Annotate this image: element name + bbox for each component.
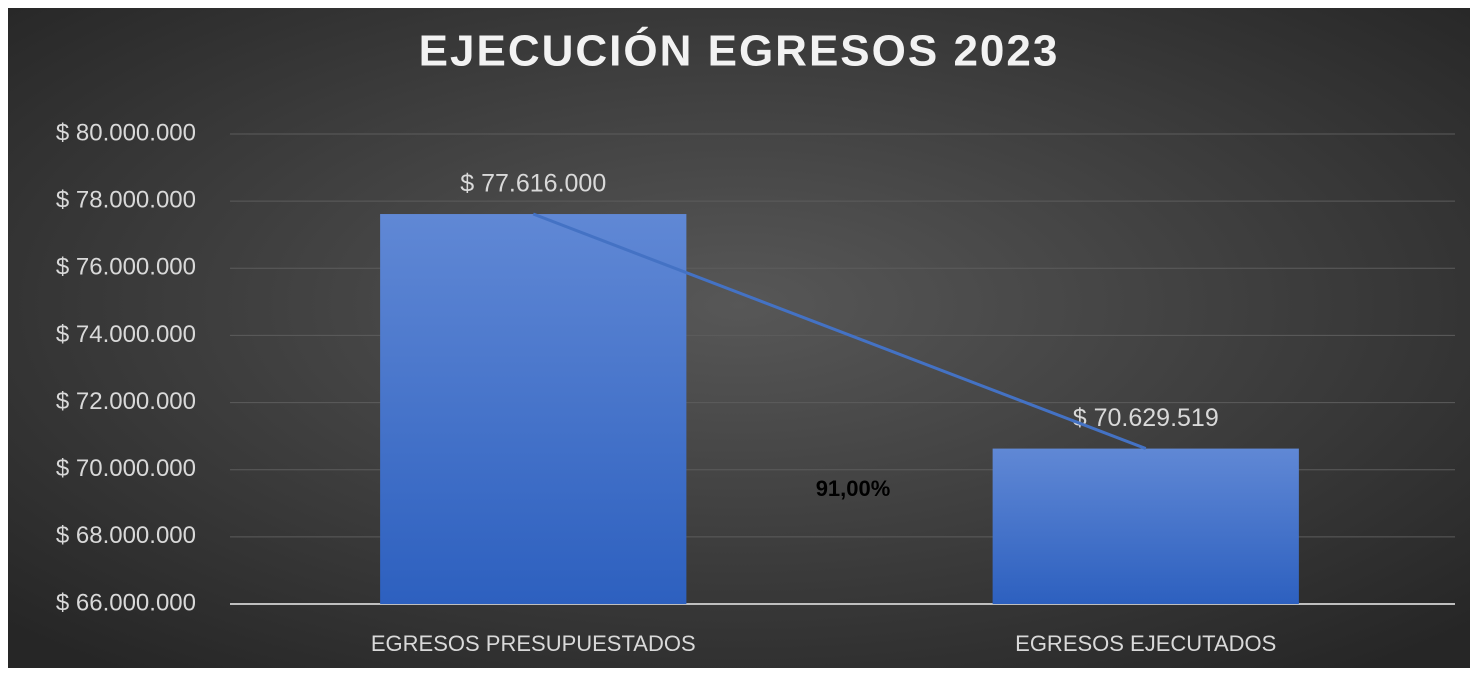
- chart-title: EJECUCIÓN EGRESOS 2023: [419, 26, 1060, 76]
- trend-line: [532, 212, 1147, 450]
- bar: [992, 448, 1299, 604]
- y-tick-label: $ 68.000.000: [56, 522, 196, 549]
- bar: [380, 214, 687, 604]
- value-label: $ 70.629.519: [1073, 404, 1219, 432]
- y-tick-label: $ 76.000.000: [56, 254, 196, 281]
- y-tick-label: $ 80.000.000: [56, 119, 196, 146]
- value-label: $ 77.616.000: [460, 170, 606, 198]
- annotation: 91,00%: [816, 476, 891, 501]
- y-tick-label: $ 78.000.000: [56, 186, 196, 213]
- x-tick-label: EGRESOS EJECUTADOS: [1015, 631, 1276, 656]
- y-tick-label: $ 74.000.000: [56, 321, 196, 348]
- y-tick-label: $ 72.000.000: [56, 388, 196, 415]
- y-tick-label: $ 66.000.000: [56, 589, 196, 616]
- x-tick-label: EGRESOS PRESUPUESTADOS: [371, 631, 696, 656]
- y-tick-label: $ 70.000.000: [56, 455, 196, 482]
